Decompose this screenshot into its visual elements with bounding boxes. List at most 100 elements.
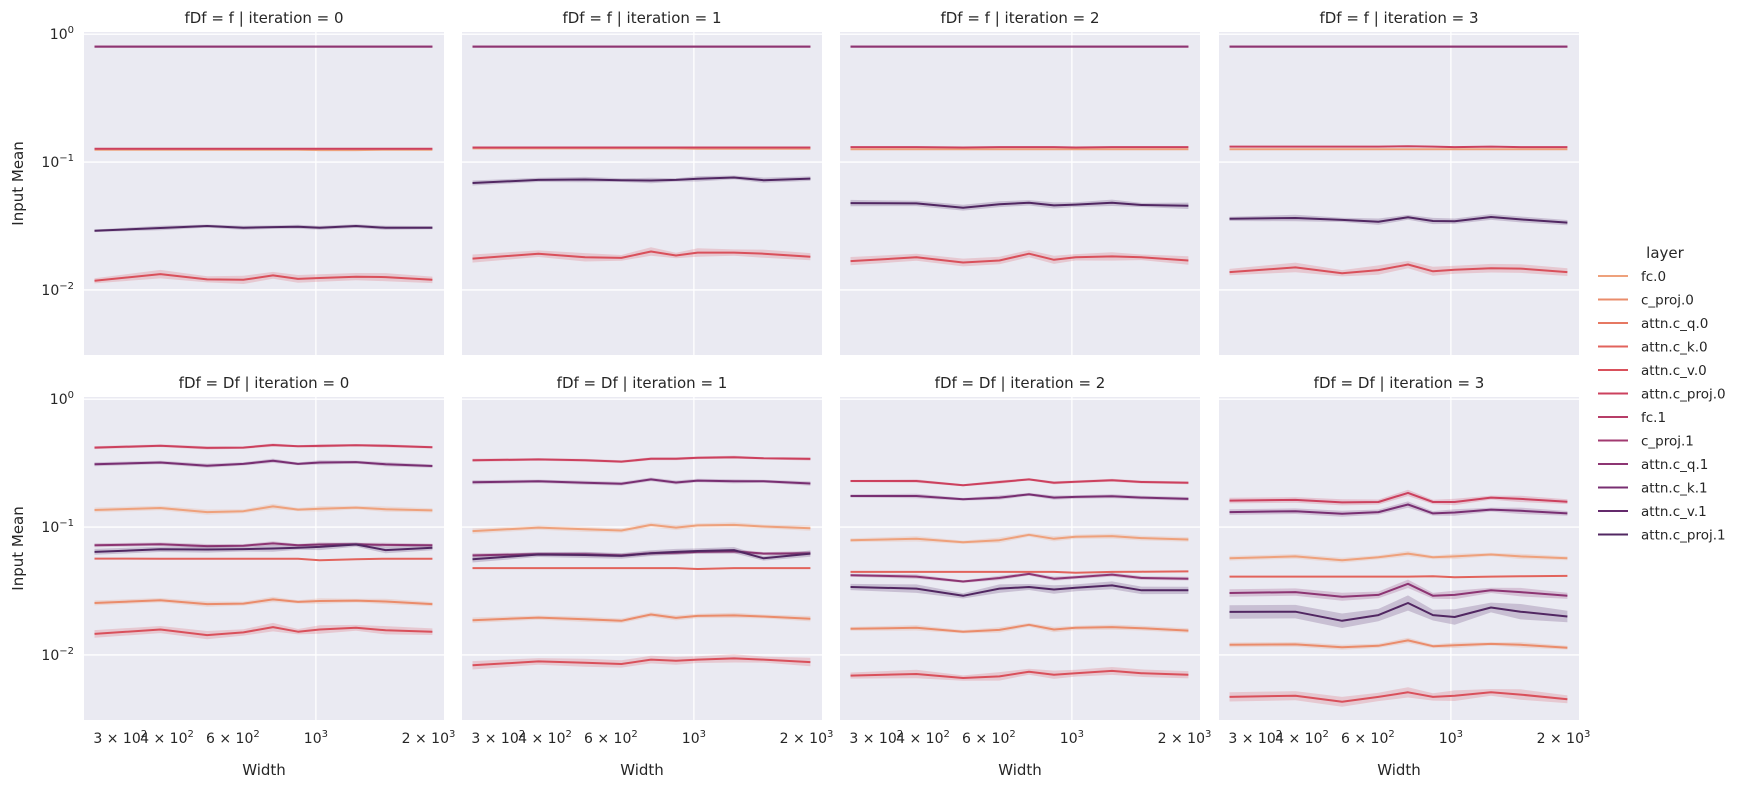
legend-label: fc.1 — [1641, 410, 1666, 426]
x-tick-label: 2 × 103 — [1158, 729, 1212, 747]
x-tick-label: 6 × 102 — [1341, 729, 1395, 747]
x-tick-label: 103 — [1060, 729, 1084, 747]
x-tick-label: 3 × 102 — [471, 729, 525, 747]
panel-title: fDf = f | iteration = 0 — [184, 9, 343, 27]
facet-panel: fDf = f | iteration = 3 — [1219, 9, 1579, 355]
y-tick-label: 10−2 — [41, 281, 74, 299]
legend-label: fc.0 — [1641, 269, 1666, 285]
series-line — [94, 626, 433, 637]
y-axis-label: Input Mean — [9, 141, 27, 225]
series-line — [472, 549, 811, 561]
series-line — [850, 623, 1189, 633]
x-tick-label: 3 × 102 — [1228, 729, 1282, 747]
legend-item: attn.c_k.0 — [1598, 340, 1708, 356]
legend-item: attn.c_proj.0 — [1598, 387, 1726, 403]
x-axis-label: Width — [998, 761, 1042, 779]
x-tick-label: 2 × 103 — [402, 729, 456, 747]
y-tick-label: 100 — [50, 25, 74, 43]
x-tick-label: 2 × 103 — [1537, 729, 1591, 747]
x-axis-label: Width — [1377, 761, 1421, 779]
series-line — [850, 201, 1189, 209]
x-tick-label: 103 — [682, 729, 706, 747]
x-tick-label: 6 × 102 — [584, 729, 638, 747]
legend-item: c_proj.1 — [1598, 434, 1694, 450]
legend-label: attn.c_proj.1 — [1641, 528, 1726, 544]
x-tick-label: 4 × 102 — [896, 729, 950, 747]
legend: layer fc.0 c_proj.0 attn.c_q.0 attn.c_k.0at… — [1598, 244, 1726, 544]
y-axis-label: Input Mean — [9, 506, 27, 590]
series-line — [850, 570, 1189, 574]
confidence-band — [1229, 595, 1568, 628]
series-line — [850, 669, 1189, 679]
x-axis-label: Width — [620, 761, 664, 779]
series-line — [94, 598, 433, 606]
x-tick-label: 2 × 103 — [780, 729, 834, 747]
series-line — [94, 543, 433, 553]
legend-item: c_proj.0 — [1598, 293, 1694, 309]
legend-label: c_proj.1 — [1641, 434, 1694, 450]
y-tick-label: 100 — [50, 390, 74, 408]
legend-label: attn.c_v.1 — [1641, 504, 1707, 520]
confidence-band — [850, 250, 1189, 267]
series-line — [1229, 639, 1568, 649]
plot-background — [840, 397, 1200, 720]
confidence-band — [850, 622, 1189, 634]
x-tick-label: 6 × 102 — [206, 729, 260, 747]
legend-item: attn.c_k.1 — [1598, 481, 1708, 497]
series-line — [472, 250, 811, 260]
series-line — [850, 252, 1189, 264]
x-tick-label: 3 × 102 — [93, 729, 147, 747]
facet-panel: fDf = f | iteration = 0 100 10−1 10−2 — [41, 9, 444, 355]
x-tick-label: 103 — [1439, 729, 1463, 747]
y-tick-label: 10−1 — [41, 153, 74, 171]
series-line — [94, 225, 433, 232]
legend-item: attn.c_proj.1 — [1598, 528, 1726, 544]
legend-label: c_proj.0 — [1641, 293, 1694, 309]
confidence-band — [94, 503, 433, 515]
confidence-band — [1229, 260, 1568, 277]
panel-title: fDf = Df | iteration = 2 — [935, 374, 1106, 392]
facet-panel: fDf = Df | iteration = 0 100 10−1 10−2 3 × 1… — [41, 374, 455, 747]
facet-panel: fDf = f | iteration = 2 — [840, 9, 1200, 355]
series-line — [850, 533, 1189, 544]
series-line — [850, 584, 1189, 597]
plot-background — [1219, 397, 1579, 720]
series-line — [1229, 691, 1568, 703]
series-line — [94, 557, 433, 562]
panel-title: fDf = f | iteration = 3 — [1319, 9, 1478, 27]
series-line — [94, 505, 433, 514]
plot-background — [840, 32, 1200, 355]
series-line — [850, 478, 1189, 487]
series-line — [472, 613, 811, 622]
legend-item: fc.1 — [1598, 410, 1666, 426]
panel-title: fDf = f | iteration = 1 — [562, 9, 721, 27]
series-line — [850, 572, 1189, 583]
panel-title: fDf = f | iteration = 2 — [940, 9, 1099, 27]
legend-label: attn.c_k.0 — [1641, 340, 1708, 356]
series-line — [1229, 491, 1568, 504]
series-line — [1229, 582, 1568, 598]
confidence-band — [94, 458, 433, 468]
x-axis-label: Width — [242, 761, 286, 779]
x-tick-label: 4 × 102 — [518, 729, 572, 747]
panel-title: fDf = Df | iteration = 0 — [179, 374, 350, 392]
legend-label: attn.c_q.1 — [1641, 457, 1708, 473]
series-line — [472, 523, 811, 533]
series-line — [94, 273, 433, 282]
legend-label: attn.c_proj.0 — [1641, 387, 1726, 403]
series-line — [1229, 574, 1568, 579]
legend-title: layer — [1646, 244, 1684, 262]
panel-title: fDf = Df | iteration = 3 — [1314, 374, 1485, 392]
x-tick-label: 4 × 102 — [1275, 729, 1329, 747]
series-line — [850, 493, 1189, 501]
x-tick-label: 103 — [304, 729, 328, 747]
legend-label: attn.c_v.0 — [1641, 363, 1707, 379]
series-line — [94, 459, 433, 467]
plot-background — [84, 32, 444, 355]
series-line — [94, 542, 433, 548]
